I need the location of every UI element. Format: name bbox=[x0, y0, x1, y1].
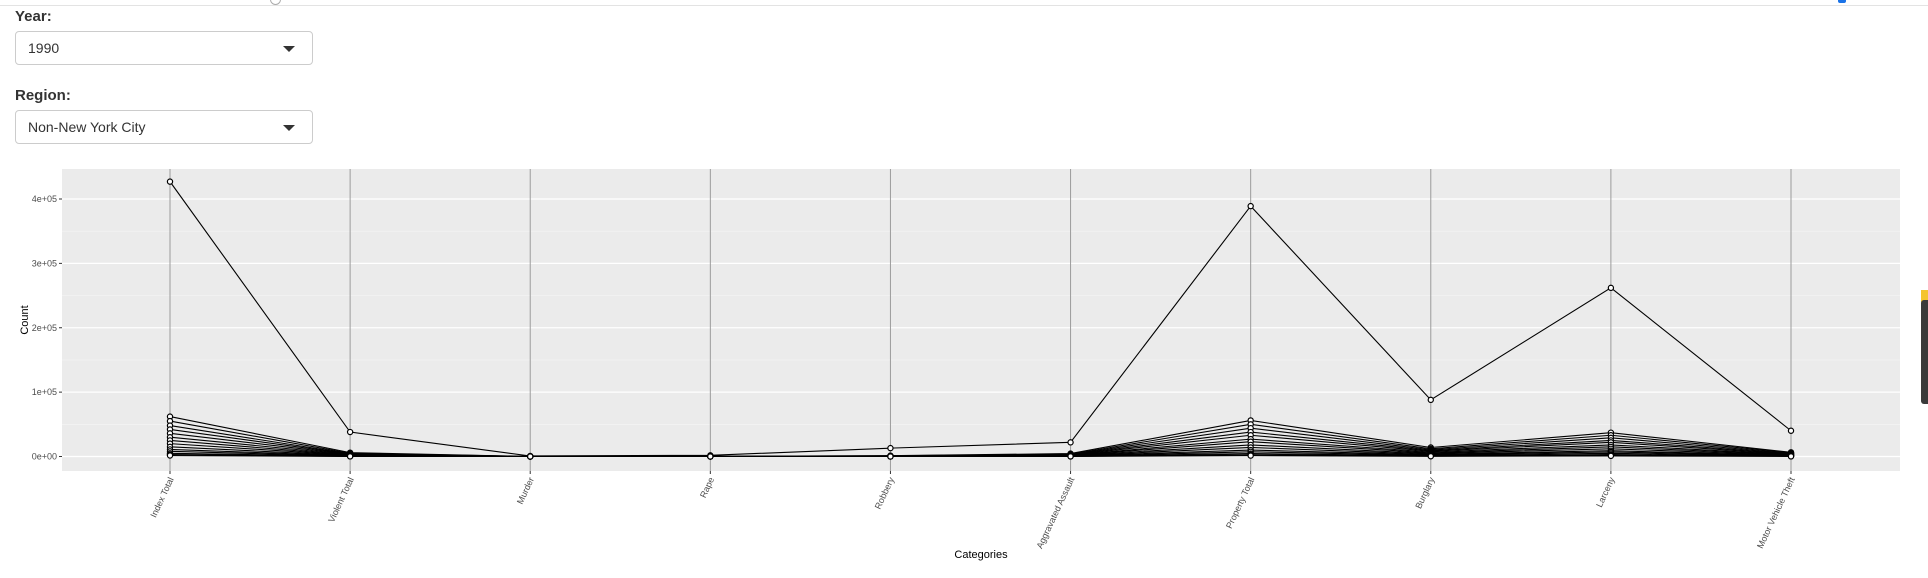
side-widget[interactable] bbox=[1921, 300, 1928, 404]
data-point bbox=[166, 452, 174, 459]
data-point bbox=[1787, 427, 1795, 434]
parallel-coordinates-chart: 0e+00 1e+05 2e+05 3e+05 4e+05 Index Total Viol… bbox=[19, 169, 1900, 561]
data-point bbox=[1427, 453, 1434, 460]
blue-icon bbox=[1838, 0, 1846, 3]
y-axis-title: Count bbox=[19, 305, 31, 334]
caret-down-icon bbox=[283, 125, 295, 131]
year-label: Year: bbox=[15, 8, 52, 25]
data-point bbox=[166, 178, 174, 185]
data-point bbox=[1427, 396, 1434, 404]
x-tick-label: Murder bbox=[515, 476, 536, 506]
side-widget-accent bbox=[1921, 290, 1928, 302]
data-point bbox=[887, 444, 894, 452]
series-line bbox=[169, 181, 1792, 457]
region-select-value: Non-New York City bbox=[28, 119, 146, 135]
y-tick-label: 0e+00 bbox=[32, 452, 57, 462]
year-select[interactable]: 1990 bbox=[15, 31, 313, 65]
data-point bbox=[527, 453, 534, 460]
x-tick-label: Robbery bbox=[873, 475, 897, 511]
year-select-value: 1990 bbox=[28, 40, 60, 56]
plot-panel bbox=[62, 169, 1900, 471]
circle-icon bbox=[270, 0, 281, 5]
y-tick-label: 2e+05 bbox=[32, 323, 57, 333]
x-tick-label: Violent Total bbox=[326, 476, 356, 524]
data-point bbox=[346, 453, 354, 460]
data-point bbox=[1787, 453, 1795, 460]
x-tick-label: Aggravated Assault bbox=[1035, 475, 1077, 550]
x-tick-label: Burglary bbox=[1413, 475, 1436, 510]
region-select[interactable]: Non-New York City bbox=[15, 110, 313, 144]
data-point bbox=[887, 453, 894, 460]
data-point bbox=[1247, 202, 1254, 210]
y-tick-label: 4e+05 bbox=[32, 194, 57, 204]
data-point bbox=[1067, 453, 1074, 460]
data-point bbox=[1247, 452, 1254, 459]
data-point bbox=[1607, 284, 1615, 292]
data-point bbox=[1067, 439, 1074, 446]
x-tick-label: Property Total bbox=[1224, 476, 1256, 530]
y-tick-label: 1e+05 bbox=[32, 387, 57, 397]
caret-down-icon bbox=[283, 46, 295, 52]
data-point bbox=[1607, 452, 1615, 460]
x-tick-label: Larceny bbox=[1594, 475, 1617, 509]
x-tick-label: Index Total bbox=[148, 476, 175, 520]
series-line bbox=[169, 454, 1792, 458]
data-point bbox=[346, 428, 354, 436]
data-point bbox=[707, 453, 714, 460]
region-label: Region: bbox=[15, 87, 71, 104]
x-axis-title: Categories bbox=[954, 549, 1008, 561]
x-tick-label: Motor Vehicle Theft bbox=[1755, 475, 1797, 550]
y-tick-label: 3e+05 bbox=[32, 258, 57, 268]
top-toolbar-edge bbox=[0, 0, 1928, 6]
x-tick-label: Rape bbox=[698, 476, 716, 500]
